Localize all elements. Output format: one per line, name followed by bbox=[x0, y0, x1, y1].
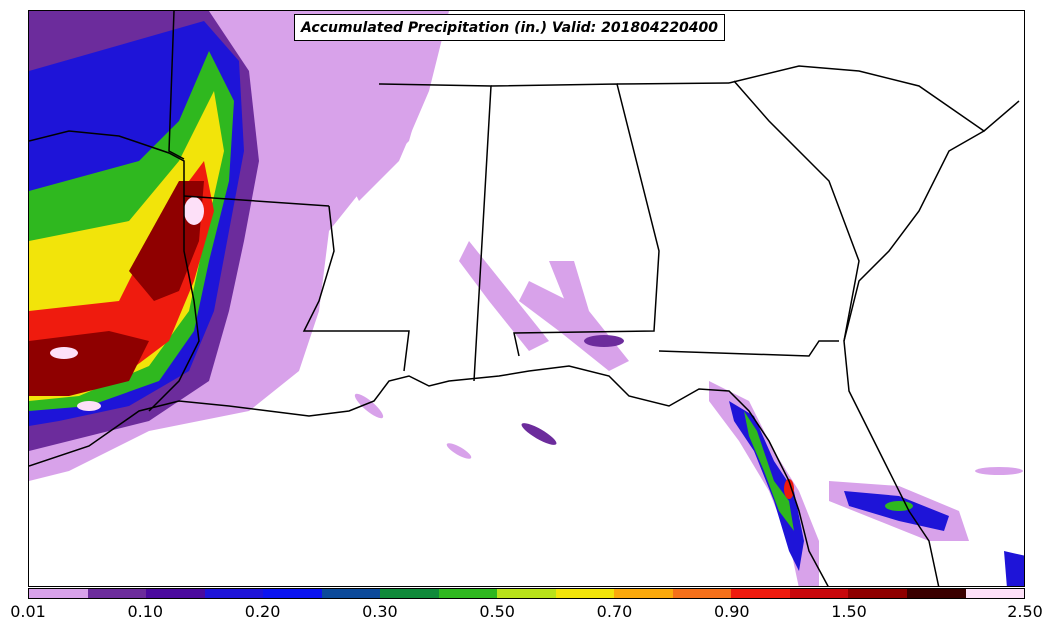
colorbar-segment bbox=[146, 589, 205, 598]
precip-streak-5 bbox=[521, 423, 557, 445]
map-frame bbox=[28, 10, 1025, 587]
gulf-coastline bbox=[29, 365, 829, 586]
colorbar-tick-label: 0.70 bbox=[596, 602, 633, 621]
state-line-ga-sc bbox=[733, 80, 860, 342]
precip-darkred-south bbox=[29, 331, 149, 396]
precip-streak-6 bbox=[354, 393, 384, 419]
colorbar-tick-label: 0.01 bbox=[10, 602, 46, 621]
colorbar-tick-label: 0.30 bbox=[362, 602, 398, 621]
state-line-al-ga bbox=[490, 83, 660, 357]
map-title: Accumulated Precipitation (in.) Valid: 2… bbox=[294, 14, 726, 41]
colorbar-segment bbox=[204, 589, 264, 598]
state-line-tx-la bbox=[29, 130, 200, 412]
colorbar-tick-label: 0.20 bbox=[244, 602, 281, 621]
precip-shading bbox=[29, 11, 1024, 586]
precip-florida-red bbox=[784, 479, 794, 499]
colorbar-segment bbox=[848, 589, 907, 598]
colorbar-segment bbox=[380, 589, 439, 598]
precip-streak-2 bbox=[519, 281, 629, 371]
state-line-tn bbox=[616, 82, 730, 85]
colorbar-segment bbox=[614, 589, 673, 598]
colorbar-segment bbox=[672, 589, 732, 598]
boundaries bbox=[29, 11, 1020, 586]
state-line-ms-west bbox=[302, 205, 410, 372]
colorbar-segment bbox=[29, 589, 88, 598]
precipitation-map bbox=[29, 11, 1024, 586]
colorbar-segment bbox=[87, 589, 147, 598]
precip-east-fl-band-blue bbox=[844, 491, 949, 531]
precip-streak-4 bbox=[584, 335, 624, 347]
colorbar-segment bbox=[263, 589, 322, 598]
colorbar-segment bbox=[965, 589, 1025, 598]
colorbar-tick-label: 0.90 bbox=[713, 602, 750, 621]
precip-right-edge bbox=[1004, 551, 1024, 586]
state-line-nc-sc bbox=[728, 65, 1020, 132]
atlantic-coastline bbox=[843, 130, 985, 586]
precip-florida-band bbox=[709, 381, 819, 586]
precip-streak-3 bbox=[549, 261, 589, 311]
state-line-ga-fl bbox=[658, 340, 839, 357]
state-line-ar-la bbox=[183, 195, 330, 207]
colorbar-tick-label: 0.10 bbox=[127, 602, 164, 621]
precip-streak-1 bbox=[459, 241, 549, 351]
colorbar-segment bbox=[555, 589, 615, 598]
precip-pink-core-3 bbox=[77, 401, 101, 411]
colorbar-segment bbox=[789, 589, 849, 598]
colorbar-segment bbox=[438, 589, 498, 598]
colorbar-tick-label: 1.50 bbox=[831, 602, 867, 621]
precip-florida-band-green bbox=[744, 411, 794, 531]
colorbar-segment bbox=[321, 589, 381, 598]
colorbar-tick-label: 0.50 bbox=[479, 602, 515, 621]
precip-pink-core-2 bbox=[50, 347, 78, 359]
colorbar-segment bbox=[906, 589, 966, 598]
state-line-ar-north bbox=[168, 11, 185, 160]
colorbar-tick-label: 2.50 bbox=[1007, 602, 1043, 621]
precip-light-west-2 bbox=[319, 11, 449, 201]
precip-streak-7 bbox=[446, 443, 472, 459]
precip-right-streak bbox=[975, 467, 1023, 475]
colorbar bbox=[28, 588, 1025, 599]
precip-pink-core-1 bbox=[184, 197, 204, 225]
colorbar-segment bbox=[731, 589, 790, 598]
precip-florida-band-blue bbox=[729, 401, 804, 571]
colorbar-segment bbox=[497, 589, 556, 598]
map-title-text: Accumulated Precipitation (in.) Valid: 2… bbox=[301, 19, 719, 36]
